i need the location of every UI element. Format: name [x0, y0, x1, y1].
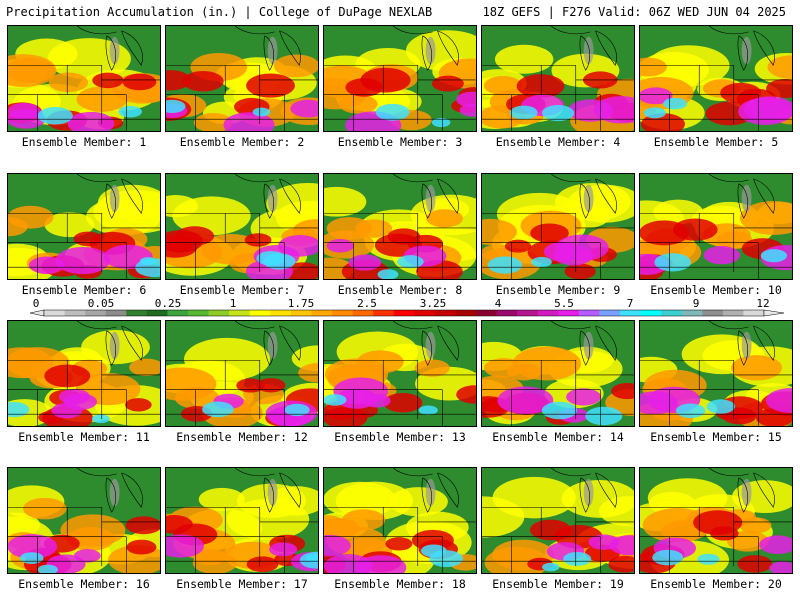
- colorbar-left-arrow: [29, 309, 45, 317]
- member-map-20: [639, 467, 793, 574]
- colorbar-tick-label: 0.25: [155, 297, 182, 310]
- colorbar-swatch: [414, 310, 436, 316]
- colorbar-swatch: [455, 310, 477, 316]
- colorbar-swatch: [558, 310, 580, 316]
- member-label-6: Ensemble Member: 6: [21, 283, 147, 297]
- member-label-14: Ensemble Member: 14: [492, 430, 624, 444]
- colorbar-tick-label: 1.75: [288, 297, 315, 310]
- member-label-11: Ensemble Member: 11: [18, 430, 150, 444]
- colorbar-swatch: [64, 310, 86, 316]
- member-map-8: [323, 173, 477, 280]
- colorbar-tick-label: 9: [693, 297, 700, 310]
- colorbar-swatch: [188, 310, 209, 316]
- colorbar-tick-label: 12: [756, 297, 769, 310]
- member-map-10: [639, 173, 793, 280]
- colorbar-tick-label: 4: [495, 297, 502, 310]
- colorbar-swatch: [393, 310, 415, 316]
- member-map-3: [323, 25, 477, 132]
- colorbar-swatch: [537, 310, 559, 316]
- member-map-17: [165, 467, 319, 574]
- colorbar-swatch: [640, 310, 662, 316]
- map-title: Precipitation Accumulation (in.) | Colle…: [6, 5, 433, 19]
- colorbar-tick-label: 0.05: [88, 297, 115, 310]
- colorbar-right-arrow: [763, 309, 785, 317]
- member-label-15: Ensemble Member: 15: [650, 430, 782, 444]
- member-label-12: Ensemble Member: 12: [176, 430, 308, 444]
- colorbar-swatch: [517, 310, 539, 316]
- member-label-1: Ensemble Member: 1: [21, 135, 147, 149]
- colorbar-swatch: [85, 310, 107, 316]
- colorbar-swatch: [126, 310, 148, 316]
- member-map-7: [165, 173, 319, 280]
- member-map-12: [165, 320, 319, 427]
- colorbar-swatch: [599, 310, 621, 316]
- member-map-5: [639, 25, 793, 132]
- colorbar-tick-label: 0: [33, 297, 40, 310]
- member-label-16: Ensemble Member: 16: [18, 577, 150, 591]
- member-map-2: [165, 25, 319, 132]
- member-label-3: Ensemble Member: 3: [337, 135, 463, 149]
- colorbar-swatch: [290, 310, 312, 316]
- member-map-13: [323, 320, 477, 427]
- colorbar-swatch: [270, 310, 292, 316]
- precip-colorbar: 0 0.05 0.25 1 1.75 2.5 3.25 4 5.5 7 9 12: [29, 297, 785, 317]
- colorbar-swatch: [249, 310, 271, 316]
- colorbar-swatch: [743, 310, 765, 316]
- colorbar-swatch: [681, 310, 703, 316]
- member-label-4: Ensemble Member: 4: [495, 135, 621, 149]
- member-map-16: [7, 467, 161, 574]
- member-label-17: Ensemble Member: 17: [176, 577, 308, 591]
- colorbar-swatch: [373, 310, 395, 316]
- member-map-15: [639, 320, 793, 427]
- member-label-2: Ensemble Member: 2: [179, 135, 305, 149]
- colorbar-swatch: [229, 310, 251, 316]
- member-label-19: Ensemble Member: 19: [492, 577, 624, 591]
- member-label-5: Ensemble Member: 5: [653, 135, 779, 149]
- colorbar-swatch: [44, 310, 65, 316]
- colorbar-tick-label: 5.5: [554, 297, 574, 310]
- colorbar-swatch: [434, 310, 456, 316]
- member-label-8: Ensemble Member: 8: [337, 283, 463, 297]
- colorbar-swatch: [105, 310, 127, 316]
- member-label-20: Ensemble Member: 20: [650, 577, 782, 591]
- member-map-19: [481, 467, 635, 574]
- colorbar-swatch: [578, 310, 600, 316]
- colorbar-swatch: [167, 310, 189, 316]
- member-map-18: [323, 467, 477, 574]
- member-map-4: [481, 25, 635, 132]
- colorbar-swatch: [722, 310, 744, 316]
- colorbar-tick-label: 2.5: [357, 297, 377, 310]
- member-label-9: Ensemble Member: 9: [495, 283, 621, 297]
- member-map-14: [481, 320, 635, 427]
- colorbar-swatch: [332, 310, 353, 316]
- member-label-18: Ensemble Member: 18: [334, 577, 466, 591]
- member-map-6: [7, 173, 161, 280]
- member-map-9: [481, 173, 635, 280]
- colorbar-tick-label: 3.25: [420, 297, 447, 310]
- colorbar-swatch: [661, 310, 683, 316]
- colorbar-swatch: [620, 310, 641, 316]
- colorbar-swatch: [476, 310, 497, 316]
- colorbar-tick-label: 1: [230, 297, 237, 310]
- colorbar-swatch: [352, 310, 374, 316]
- member-map-11: [7, 320, 161, 427]
- colorbar-swatch: [496, 310, 518, 316]
- colorbar-swatch: [208, 310, 230, 316]
- colorbar-swatch: [311, 310, 333, 316]
- colorbar-swatch: [702, 310, 724, 316]
- colorbar-tick-label: 7: [627, 297, 634, 310]
- valid-time-label: 18Z GEFS | F276 Valid: 06Z WED JUN 04 20…: [482, 5, 786, 19]
- member-map-1: [7, 25, 161, 132]
- member-label-13: Ensemble Member: 13: [334, 430, 466, 444]
- member-label-7: Ensemble Member: 7: [179, 283, 305, 297]
- colorbar-swatch: [146, 310, 168, 316]
- member-label-10: Ensemble Member: 10: [650, 283, 782, 297]
